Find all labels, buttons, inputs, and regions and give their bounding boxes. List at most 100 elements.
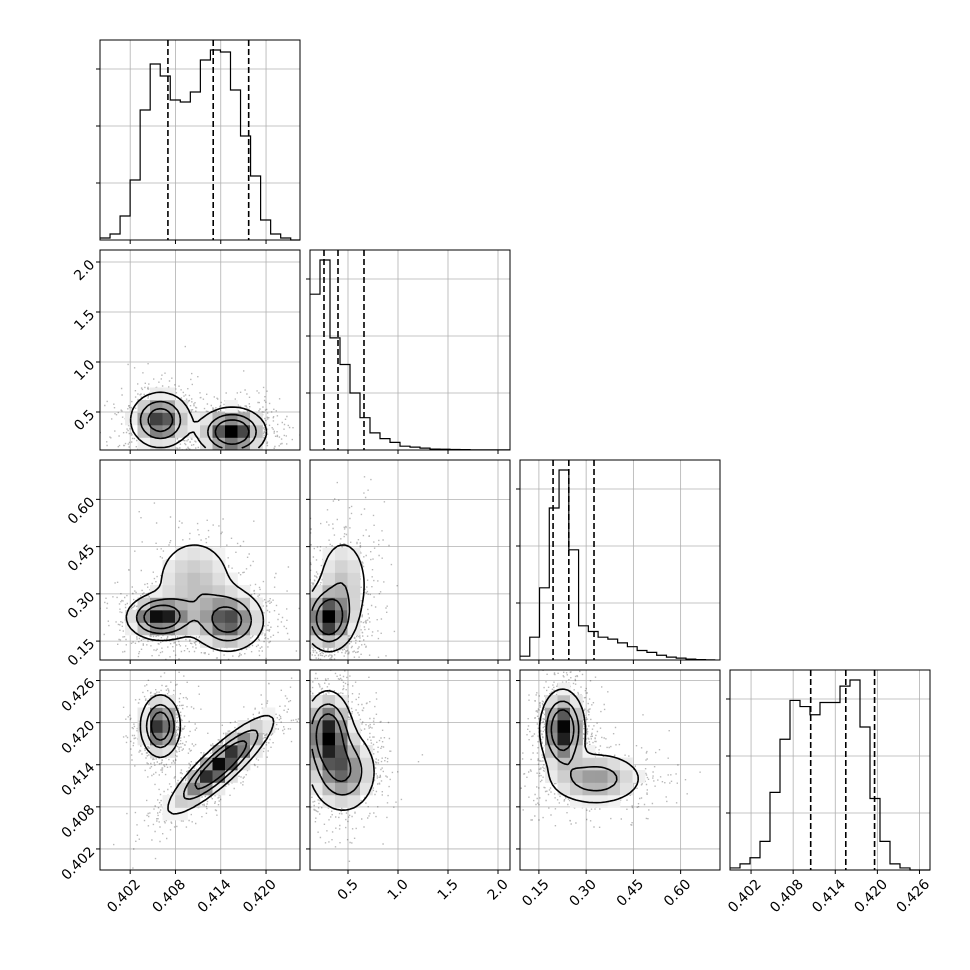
- contour-line: [315, 598, 344, 636]
- contour-line: [139, 694, 275, 815]
- density-cell: [225, 585, 238, 598]
- density-cell: [162, 437, 176, 450]
- density-cell: [175, 585, 188, 598]
- panel-frame: [729, 669, 931, 871]
- x-tick-label: 0.15: [519, 876, 552, 909]
- x-tick-label: 0.420: [851, 876, 891, 916]
- y-tick-label: 2.0: [71, 257, 98, 284]
- panel-frame: [309, 249, 511, 451]
- y-tick-label: 0.420: [59, 718, 99, 758]
- density-cell: [200, 412, 213, 426]
- density-cell: [200, 585, 213, 598]
- density-cell: [250, 437, 263, 450]
- density-cell: [322, 572, 336, 586]
- density-cell: [335, 782, 348, 796]
- density-cell: [595, 795, 608, 808]
- x-tick-label: 0.30: [567, 876, 600, 909]
- density-cell: [200, 560, 213, 573]
- panel-frame: [99, 39, 301, 241]
- density-cell: [200, 770, 213, 783]
- density-cell: [200, 425, 213, 438]
- density-cell: [582, 770, 596, 783]
- x-tick-label: 0.408: [767, 876, 807, 916]
- y-tick-label: 1.5: [71, 307, 98, 334]
- density-cell: [322, 610, 336, 623]
- x-tick-label: 1.5: [435, 876, 462, 903]
- x-tick-label: 0.420: [240, 876, 280, 916]
- density-cell: [200, 757, 213, 771]
- density-cell: [335, 757, 348, 771]
- panel-content: [113, 671, 300, 869]
- density-cell: [225, 745, 238, 758]
- panel-bg: [310, 250, 510, 450]
- density-cell: [187, 572, 201, 586]
- density-cell: [310, 585, 323, 598]
- scatter-panel-3-2: [516, 669, 721, 874]
- contour-line: [125, 544, 265, 653]
- scatter-panel-2-0: [96, 459, 301, 664]
- density-cell: [347, 585, 361, 598]
- density-cell: [322, 745, 336, 758]
- density-cell: [212, 610, 226, 623]
- density-cell: [187, 425, 201, 438]
- density-cell: [225, 622, 238, 636]
- panel-frame: [519, 459, 721, 661]
- density-cell: [162, 695, 176, 708]
- y-tick-label: 0.408: [59, 802, 99, 842]
- density-cell: [175, 610, 188, 623]
- density-cell: [187, 560, 201, 573]
- contour-line: [145, 703, 259, 800]
- density-cell: [225, 757, 238, 771]
- contour-line: [311, 689, 375, 811]
- density-cell: [545, 757, 558, 771]
- density-cell: [212, 425, 226, 438]
- y-tick-label: 0.414: [59, 760, 99, 800]
- density-cell: [150, 720, 163, 733]
- density-cell: [360, 745, 373, 758]
- panel-content: [310, 476, 398, 660]
- density-cell: [225, 635, 238, 648]
- density-cell: [620, 770, 633, 783]
- density-cell: [187, 610, 201, 623]
- y-tick-label: 0.402: [59, 844, 99, 884]
- density-cell: [237, 745, 251, 758]
- density-cell: [570, 720, 583, 733]
- density-cell: [162, 585, 176, 598]
- y-tick-label: 0.15: [65, 636, 98, 669]
- y-tick-label: 0.5: [71, 407, 98, 434]
- x-tick-label: 0.414: [809, 876, 849, 916]
- density-cell: [162, 745, 176, 758]
- x-tick-label: 0.5: [335, 876, 362, 903]
- density-cell: [322, 770, 336, 783]
- density-cell: [557, 770, 571, 783]
- density-cell: [200, 597, 213, 611]
- density-cell: [570, 795, 583, 808]
- density-cell: [322, 622, 336, 636]
- corner-plot-root: 0.402 0.408 0.414 0.420 0.5 1.0 1.5 2.0 0.15 0.30…: [59, 39, 933, 916]
- contour-line: [143, 604, 243, 633]
- density-cell: [595, 782, 608, 796]
- density-cell: [347, 597, 361, 611]
- contour-line: [150, 711, 248, 790]
- density-cell: [225, 770, 238, 783]
- density-cell: [225, 412, 238, 426]
- y-tick-label: 0.426: [59, 675, 99, 715]
- scatter-panel-3-1: [306, 669, 511, 874]
- panel-content: [520, 670, 701, 828]
- panel-frame: [309, 459, 511, 661]
- density-cell: [162, 572, 176, 586]
- density-cell: [335, 770, 348, 783]
- hist-step-3: [730, 679, 930, 871]
- contour-line: [129, 391, 268, 449]
- panel-content: [100, 502, 300, 660]
- density-cell: [607, 795, 621, 808]
- density-cell: [212, 560, 226, 573]
- density-cell: [212, 437, 226, 450]
- density-cell: [335, 547, 348, 561]
- density-cell: [360, 757, 373, 771]
- density-cell: [322, 720, 336, 733]
- density-cell: [347, 547, 361, 561]
- density-cell: [187, 412, 201, 426]
- panel-bg: [520, 460, 720, 660]
